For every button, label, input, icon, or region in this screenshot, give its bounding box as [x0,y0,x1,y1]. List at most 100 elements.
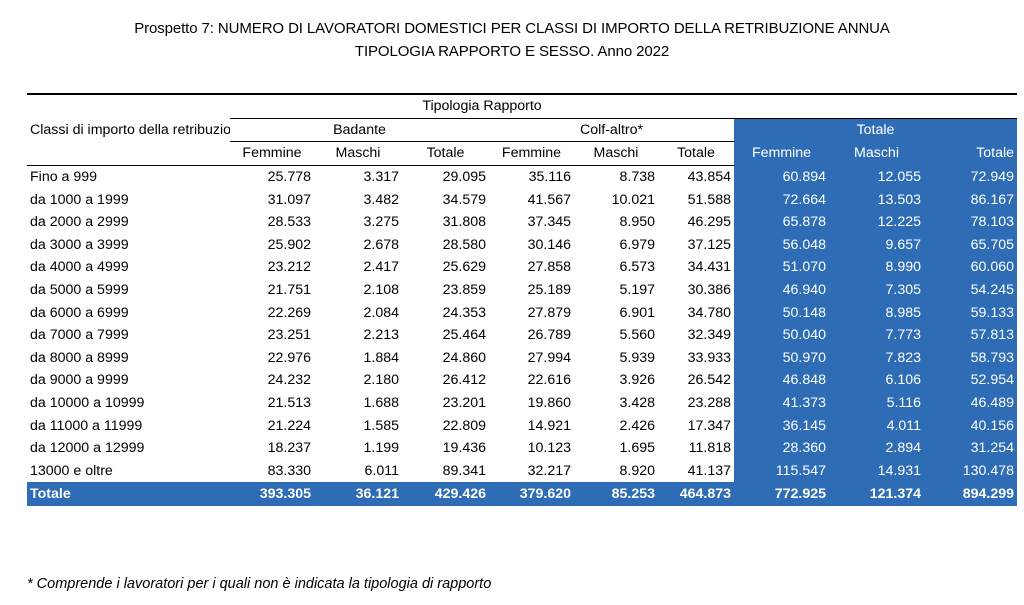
value-cell: 2.894 [829,436,925,460]
header-row-1: Classi di importo della retribuzione ann… [27,92,1018,166]
value-cell: 41.567 [527,191,571,208]
value-cell: 26.789 [527,327,571,344]
value-cell: 8.738 [619,169,655,186]
value-cell: 4.011 [829,414,925,437]
value-cell: 26.542 [687,372,732,389]
value-cell: 2.108 [363,282,399,299]
value-cell: 11.818 [688,440,732,457]
total-cell: 464.873 [658,482,735,507]
value-cell: 65.705 [924,233,1018,257]
value-cell: 30.146 [527,236,571,253]
value-cell: 8.990 [829,256,925,279]
table-row: da 7000 a 7999 23.251 2.213 25.464 26.789 5.5… [27,323,1018,347]
value-cell: 5.939 [619,349,655,366]
value-cell: 89.341 [442,462,486,479]
value-cell: 6.979 [619,236,655,253]
row-label: da 1000 a 1999 [30,191,129,208]
total-cell: 36.121 [314,482,402,507]
value-cell: 13.503 [829,188,925,211]
row-label: da 4000 a 4999 [30,259,129,276]
total-cell: 429.426 [402,482,489,507]
value-cell: 10.021 [611,191,655,208]
row-label: 13000 e oltre [30,462,113,479]
total-cell: 772.925 [734,482,830,507]
value-cell: 46.295 [687,214,732,231]
value-cell: 9.657 [829,233,925,257]
value-cell: 72.949 [924,165,1018,189]
row-label: da 7000 a 7999 [30,327,129,344]
value-cell: 34.780 [687,304,732,321]
class-column-header: Classi di importo della retribuzione ann… [27,92,230,166]
row-label: da 10000 a 10999 [30,395,145,412]
table-row: da 11000 a 11999 21.224 1.585 22.809 14.921 2… [27,414,1018,437]
value-cell: 25.629 [442,259,486,276]
value-cell: 32.349 [687,327,732,344]
value-cell: 27.858 [527,259,571,276]
value-cell: 1.695 [619,440,655,457]
tot-maschi-header: Maschi [829,141,925,166]
table-row: Fino a 999 25.778 3.317 29.095 35.116 8.738 43… [27,165,1018,189]
value-cell: 1.199 [363,440,399,457]
value-cell: 23.201 [442,395,486,412]
badante-group-header: Badante [230,117,489,143]
value-cell: 28.580 [442,236,486,253]
value-cell: 12.055 [829,165,925,189]
value-cell: 86.167 [924,188,1018,211]
value-cell: 60.060 [924,256,1018,279]
colf-femmine-header: Femmine [489,141,574,166]
data-table: Classi di importo della retribuzione ann… [27,92,1018,507]
value-cell: 21.513 [267,395,311,412]
value-cell: 37.125 [687,236,732,253]
value-cell: 22.809 [442,417,486,434]
value-cell: 8.920 [619,462,655,479]
table-row: da 1000 a 1999 31.097 3.482 34.579 41.567 10.… [27,188,1018,211]
value-cell: 23.859 [442,282,486,299]
value-cell: 31.097 [267,191,311,208]
value-cell: 83.330 [267,462,311,479]
value-cell: 1.585 [363,417,399,434]
value-cell: 51.588 [687,191,732,208]
value-cell: 21.224 [267,417,311,434]
total-cell: 393.305 [230,482,314,507]
badante-femmine-header: Femmine [230,141,314,166]
value-cell: 7.305 [829,278,925,302]
value-cell: 46.940 [734,278,830,302]
row-label: da 8000 a 8999 [30,349,129,366]
value-cell: 58.793 [924,346,1018,370]
value-cell: 1.884 [363,349,399,366]
value-cell: 19.860 [527,395,571,412]
tipologia-header: Tipologia Rapporto [230,92,735,119]
row-label: da 5000 a 5999 [30,282,129,299]
colf-totale-header: Totale [658,141,735,166]
value-cell: 33.933 [687,349,732,366]
value-cell: 27.994 [527,349,571,366]
value-cell: 130.478 [924,459,1018,483]
value-cell: 12.225 [829,210,925,234]
value-cell: 31.808 [442,214,486,231]
total-cell: 894.299 [924,482,1018,507]
report-title: Prospetto 7: NUMERO DI LAVORATORI DOMEST… [0,17,1024,63]
value-cell: 41.137 [687,462,732,479]
table-row: da 2000 a 2999 28.533 3.275 31.808 37.345 8.9… [27,210,1018,234]
row-label: da 12000 a 12999 [30,440,145,457]
table-row: da 9000 a 9999 24.232 2.180 26.412 22.616 3.9… [27,369,1018,392]
value-cell: 23.251 [267,327,311,344]
value-cell: 8.985 [829,301,925,324]
value-cell: 8.950 [619,214,655,231]
value-cell: 3.317 [363,169,399,186]
value-cell: 3.275 [363,214,399,231]
total-cell: 85.253 [574,482,658,507]
value-cell: 2.084 [363,304,399,321]
value-cell: 51.070 [734,256,830,279]
header-row-2: Badante Colf-altro* Totale [27,117,1018,143]
value-cell: 24.232 [267,372,311,389]
value-cell: 6.573 [619,259,655,276]
row-label: da 2000 a 2999 [30,214,129,231]
value-cell: 25.902 [267,236,311,253]
value-cell: 3.482 [363,191,399,208]
value-cell: 26.412 [442,372,486,389]
total-cell: 379.620 [489,482,574,507]
value-cell: 28.360 [734,436,830,460]
table-row: da 5000 a 5999 21.751 2.108 23.859 25.189 5.1… [27,278,1018,302]
value-cell: 25.464 [442,327,486,344]
